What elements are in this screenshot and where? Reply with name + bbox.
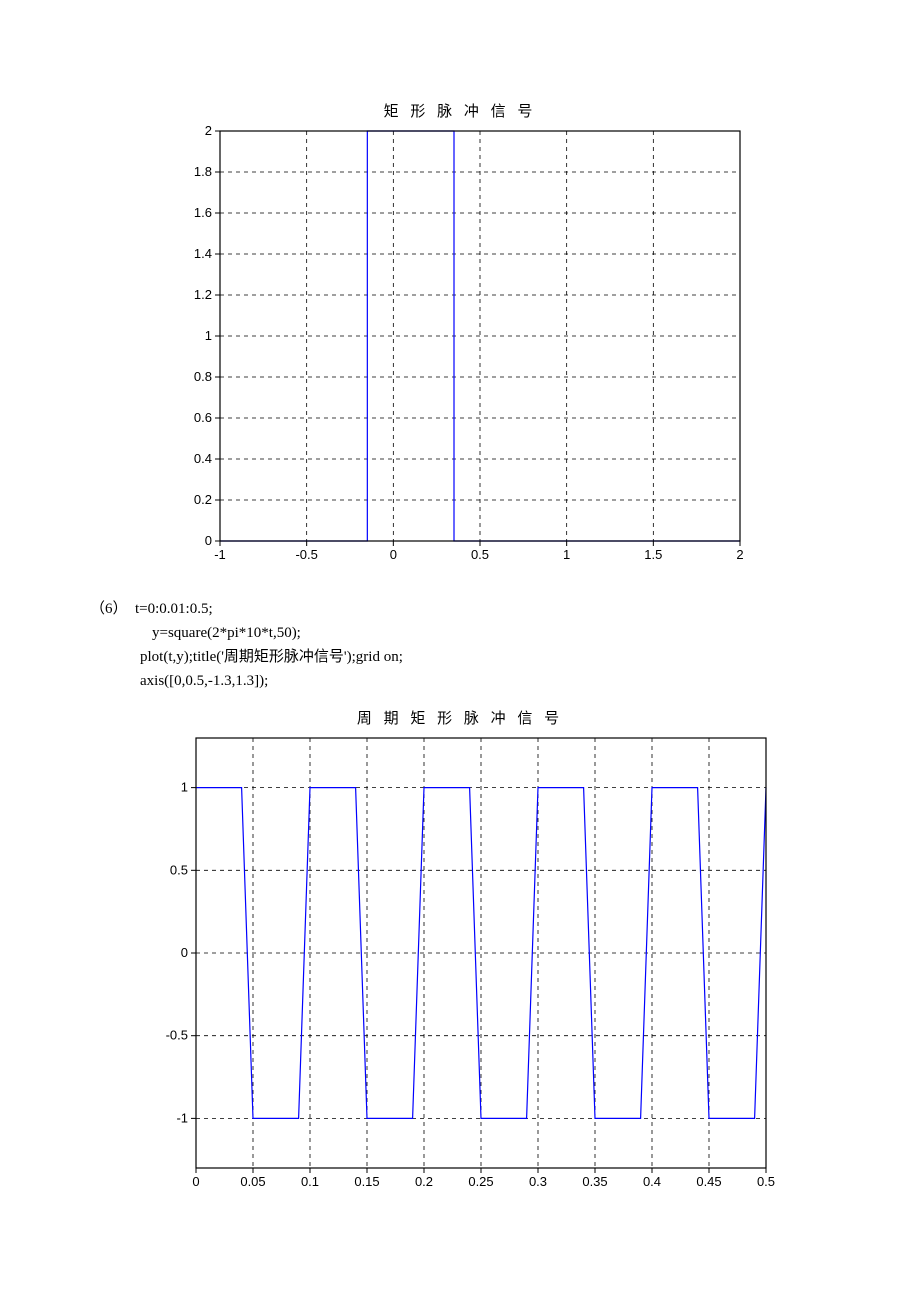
svg-text:0.2: 0.2 [415, 1174, 433, 1189]
svg-text:2: 2 [205, 125, 212, 138]
chart1-title: 矩 形 脉 冲 信 号 [384, 100, 537, 121]
svg-text:1.6: 1.6 [194, 205, 212, 220]
svg-text:0: 0 [192, 1174, 199, 1189]
svg-text:-0.5: -0.5 [166, 1028, 188, 1043]
svg-text:0.8: 0.8 [194, 369, 212, 384]
svg-text:0.3: 0.3 [529, 1174, 547, 1189]
svg-text:0.05: 0.05 [240, 1174, 265, 1189]
svg-text:-1: -1 [176, 1110, 188, 1125]
svg-text:0.4: 0.4 [194, 451, 212, 466]
code-block: （6） t=0:0.01:0.5; y=square(2*pi*10*t,50)… [90, 597, 830, 693]
code-line-0: （6） t=0:0.01:0.5; [90, 597, 830, 621]
svg-text:0.45: 0.45 [696, 1174, 721, 1189]
svg-text:0: 0 [390, 547, 397, 562]
svg-text:1: 1 [205, 328, 212, 343]
svg-text:2: 2 [736, 547, 743, 562]
svg-text:-1: -1 [214, 547, 226, 562]
svg-text:0.5: 0.5 [170, 862, 188, 877]
svg-text:0.4: 0.4 [643, 1174, 661, 1189]
code-line-3: axis([0,0.5,-1.3,1.3]); [90, 669, 830, 693]
chart2-container: 周 期 矩 形 脉 冲 信 号 0 0.05 0.1 0.15 0.2 0.25 0.3 0.… [90, 707, 830, 1194]
svg-text:0: 0 [181, 945, 188, 960]
svg-text:-0.5: -0.5 [295, 547, 317, 562]
chart1-container: 矩 形 脉 冲 信 号 -1 -0.5 0 0.5 1 1.5 2 0 0.2 0.4 0.6 0.8… [90, 100, 830, 567]
svg-text:0.6: 0.6 [194, 410, 212, 425]
document-page: 矩 形 脉 冲 信 号 -1 -0.5 0 0.5 1 1.5 2 0 0.2 0.4 0.6 0.8… [0, 0, 920, 1284]
svg-text:0: 0 [205, 533, 212, 548]
code-marker: （6） [90, 601, 128, 617]
chart2-plot: 0 0.05 0.1 0.15 0.2 0.25 0.3 0.35 0.4 0.45 0.5 -1 -0… [144, 732, 776, 1194]
chart1-plot: -1 -0.5 0 0.5 1 1.5 2 0 0.2 0.4 0.6 0.8 1 1.2 1.4 1.6 1.… [170, 125, 750, 567]
code-text-0: t=0:0.01:0.5; [135, 601, 213, 617]
code-line-2: plot(t,y);title('周期矩形脉冲信号');grid on; [90, 645, 830, 669]
svg-text:0.15: 0.15 [354, 1174, 379, 1189]
code-line-1: y=square(2*pi*10*t,50); [90, 621, 830, 645]
svg-text:1.2: 1.2 [194, 287, 212, 302]
svg-text:0.5: 0.5 [757, 1174, 775, 1189]
svg-text:0.25: 0.25 [468, 1174, 493, 1189]
svg-text:1: 1 [563, 547, 570, 562]
svg-text:0.2: 0.2 [194, 492, 212, 507]
svg-text:0.5: 0.5 [471, 547, 489, 562]
svg-text:0.35: 0.35 [582, 1174, 607, 1189]
chart2-title: 周 期 矩 形 脉 冲 信 号 [357, 707, 563, 728]
svg-text:1.8: 1.8 [194, 164, 212, 179]
svg-text:1: 1 [181, 780, 188, 795]
svg-text:1.5: 1.5 [644, 547, 662, 562]
svg-text:0.1: 0.1 [301, 1174, 319, 1189]
svg-text:1.4: 1.4 [194, 246, 212, 261]
